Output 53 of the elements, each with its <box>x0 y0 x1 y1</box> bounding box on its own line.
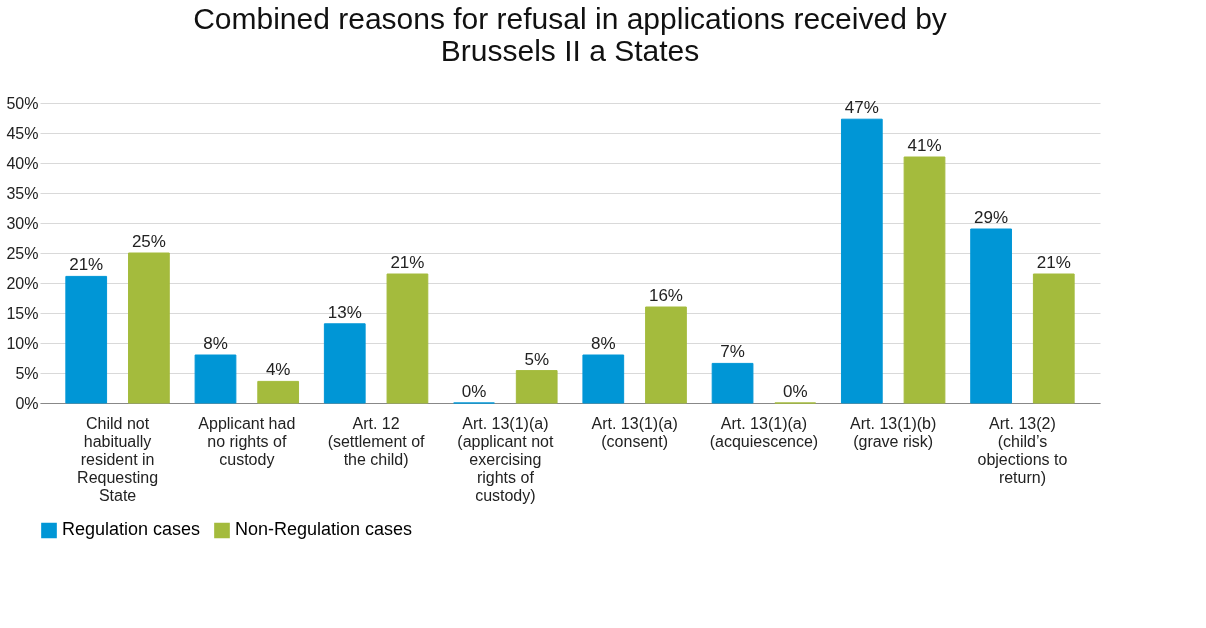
bar <box>194 354 237 404</box>
x-tick-label: Art. 13(1)(a) (applicant not exercising rights of custody) <box>457 414 554 504</box>
x-tick-label: Art. 12 (settlement of the child) <box>327 414 426 468</box>
bar <box>582 354 625 404</box>
text: Brussels II a States <box>440 34 700 67</box>
y-tick-label: 5% <box>15 364 39 382</box>
y-tick-label: 30% <box>6 214 39 232</box>
data-label: 21% <box>69 255 104 275</box>
y-tick-label: 45% <box>6 124 39 142</box>
data-label: 16% <box>648 286 683 305</box>
data-label: 0% <box>461 382 487 401</box>
y-tick-label: 15% <box>6 304 39 322</box>
data-label: 21% <box>1036 253 1071 272</box>
x-tick-label: Art. 13(1)(a) (consent) <box>591 414 678 450</box>
bar <box>515 370 558 404</box>
bar <box>840 118 883 404</box>
x-tick-label: Art. 13(1)(b) (grave risk) <box>850 414 937 450</box>
bar <box>323 323 366 404</box>
bar <box>711 362 754 404</box>
x-tick-label: Art. 13(2) (child’s objections to return) <box>977 414 1068 486</box>
bar <box>386 273 429 404</box>
data-label: 0% <box>782 382 808 401</box>
bar <box>903 156 946 404</box>
legend-label: Regulation cases <box>62 519 201 540</box>
data-label: 8% <box>203 334 228 353</box>
text: Combined reasons for refusal in applications received by <box>193 2 947 35</box>
y-tick-label: 20% <box>6 274 39 292</box>
x-tick-label: Child not habitually resident in Requesting State <box>77 414 159 504</box>
data-label: 47% <box>844 98 879 118</box>
data-label: 7% <box>720 342 745 362</box>
data-label: 5% <box>524 349 549 369</box>
data-label: 21% <box>390 253 425 272</box>
bar <box>1032 273 1075 404</box>
y-tick-label: 50% <box>6 94 39 112</box>
data-label: 8% <box>591 334 616 353</box>
y-tick-label: 40% <box>6 154 39 172</box>
y-tick-label: 10% <box>6 334 39 352</box>
bar <box>970 228 1012 404</box>
y-tick-label: 25% <box>6 244 39 262</box>
bar <box>645 306 687 404</box>
data-label: 25% <box>131 232 166 251</box>
bar <box>257 380 300 404</box>
x-tick-label: Art. 13(1)(a) (acquiescence) <box>709 414 819 450</box>
data-label: 4% <box>265 360 291 380</box>
data-label: 13% <box>327 302 362 322</box>
data-label: 41% <box>907 136 942 155</box>
legend-label: Non-Regulation cases <box>235 519 413 540</box>
y-tick-label: 0% <box>15 394 39 412</box>
x-tick-label: Applicant had no rights of custody <box>198 414 296 468</box>
bar <box>65 275 108 404</box>
y-tick-label: 35% <box>6 184 39 202</box>
data-label: 29% <box>974 208 1009 227</box>
bar <box>128 252 170 404</box>
